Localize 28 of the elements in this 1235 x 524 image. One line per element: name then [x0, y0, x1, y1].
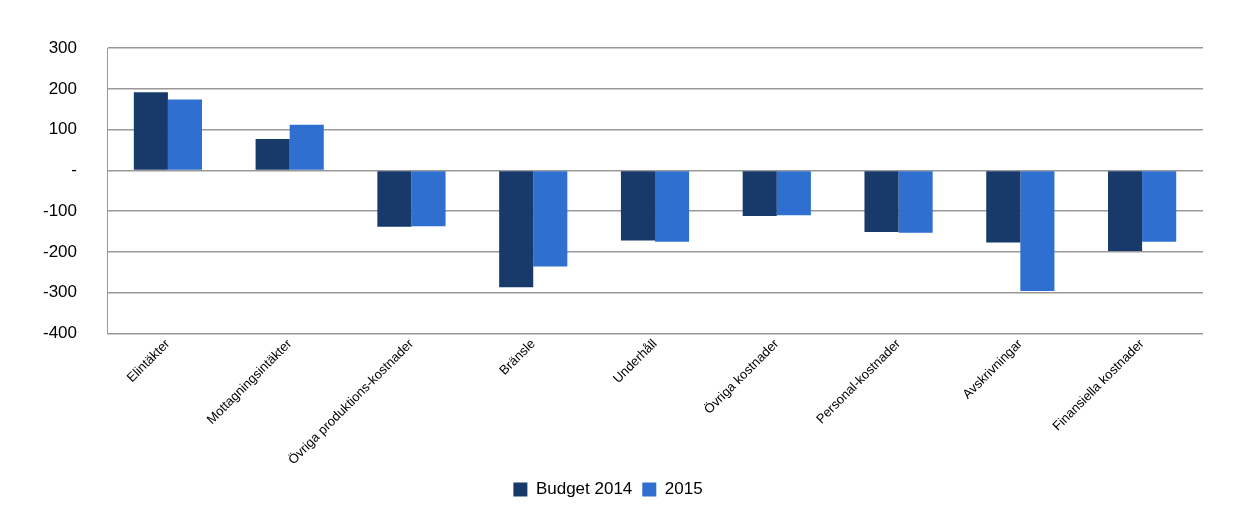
- bar: [1108, 171, 1143, 252]
- bar: [167, 99, 203, 170]
- bar: [1020, 171, 1055, 292]
- bar: [411, 171, 446, 227]
- y-tick-label: -100: [42, 200, 78, 220]
- bar: [133, 92, 168, 170]
- y-tick-label: -200: [42, 241, 78, 261]
- bar: [499, 171, 534, 288]
- bar: [255, 139, 290, 170]
- y-tick-label: 100: [48, 119, 78, 139]
- y-tick-label: -300: [42, 282, 78, 302]
- legend-label: 2015: [664, 479, 703, 499]
- bar: [898, 171, 933, 233]
- bar: [742, 171, 777, 217]
- y-tick-label: 300: [48, 37, 78, 57]
- bar: [620, 171, 656, 241]
- y-tick-label: -400: [42, 323, 78, 343]
- bar: [655, 171, 690, 242]
- bar: [1142, 171, 1177, 242]
- bar: [289, 124, 324, 170]
- bar: [864, 171, 899, 232]
- legend-label: Budget 2014: [535, 479, 633, 499]
- bar: [533, 171, 568, 267]
- bar: [377, 171, 412, 227]
- y-tick-label: -: [71, 160, 78, 180]
- bar: [776, 171, 811, 216]
- y-tick-label: 200: [48, 78, 78, 98]
- bar: [986, 171, 1021, 243]
